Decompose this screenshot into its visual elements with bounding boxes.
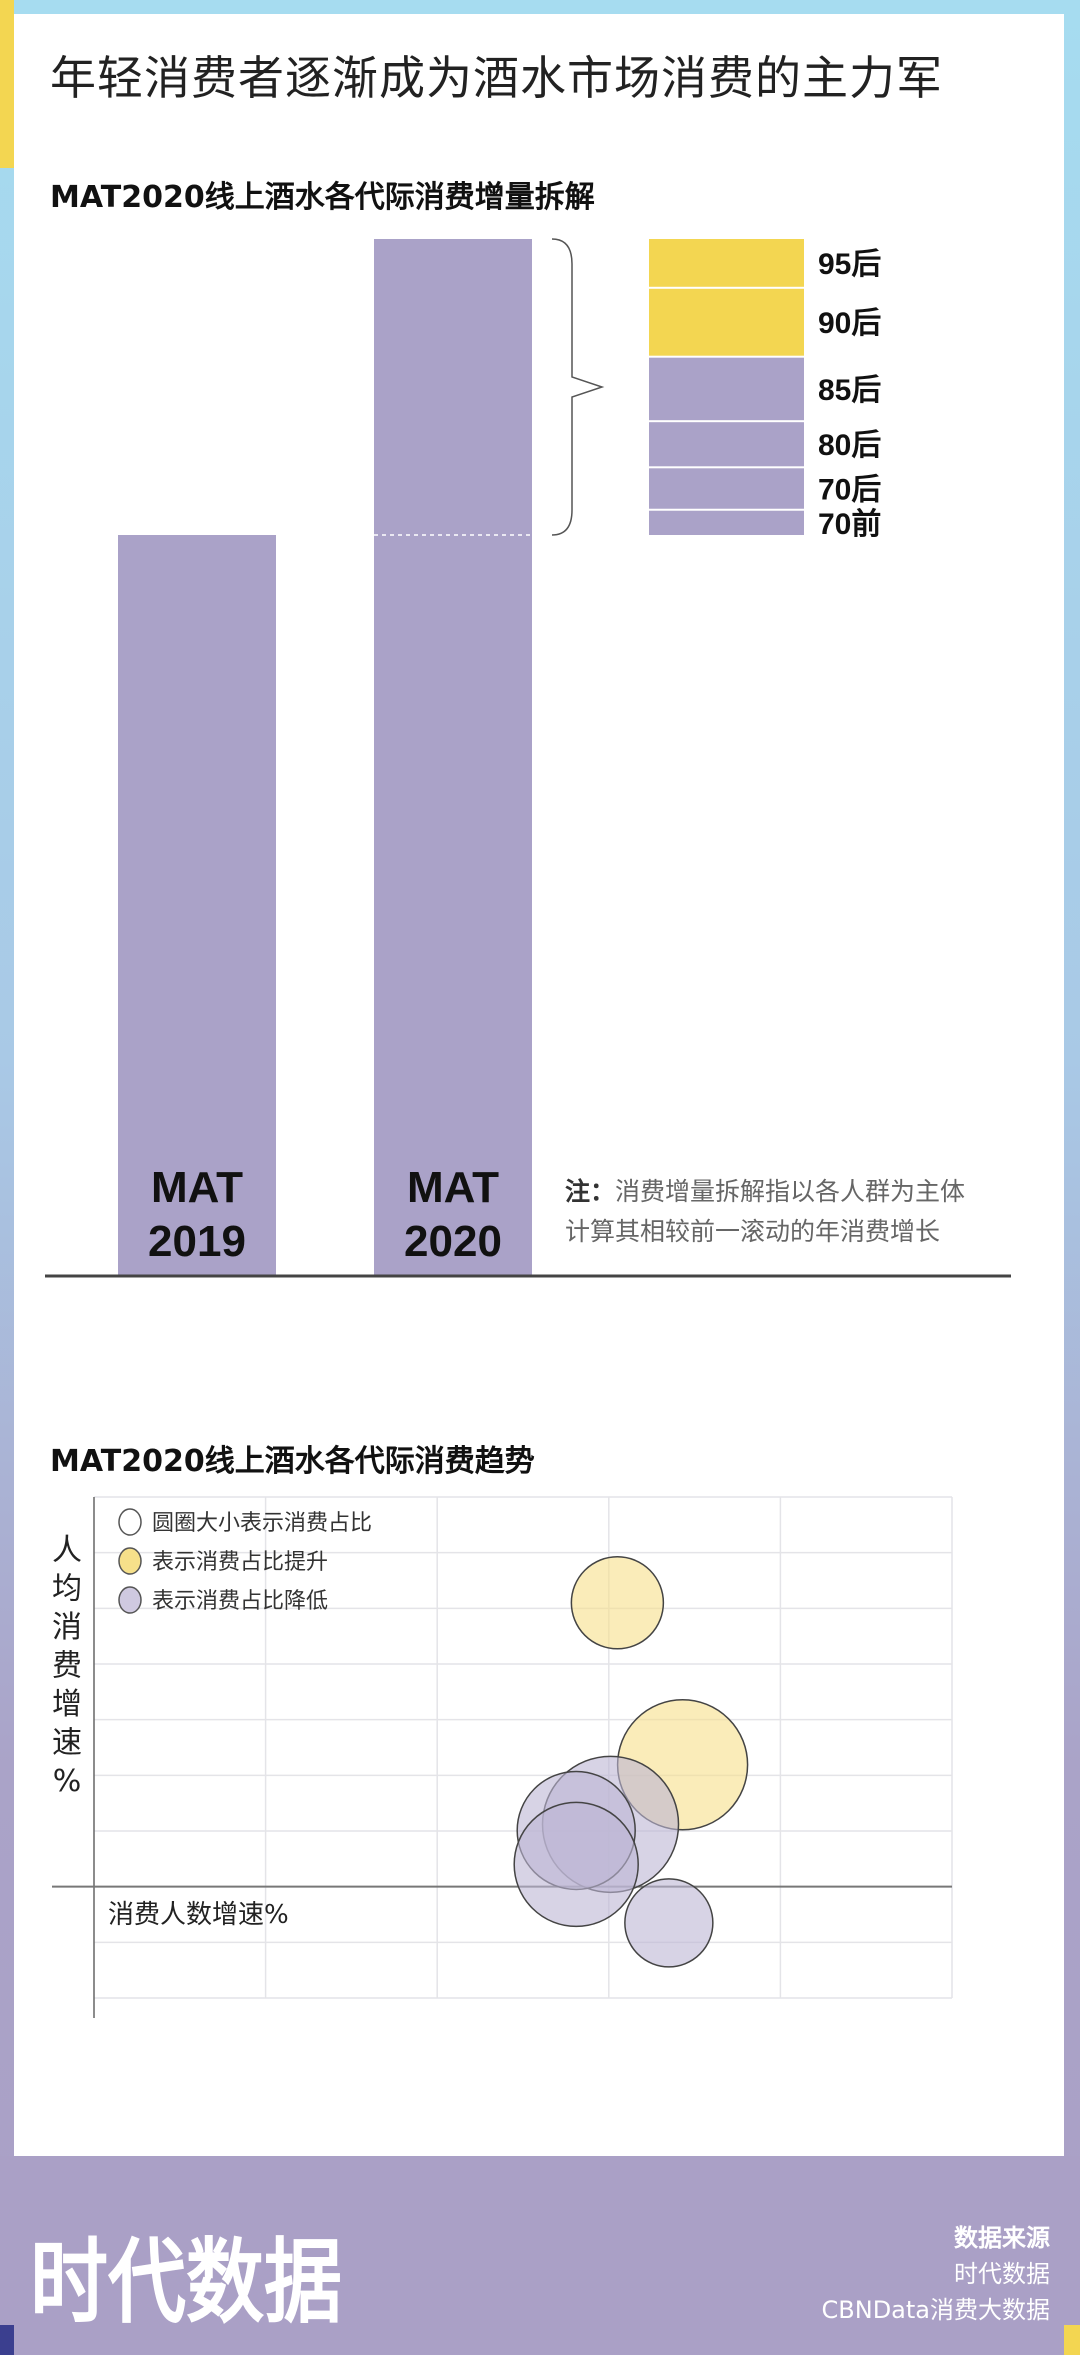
bubble-chart: 圆圈大小表示消费占比表示消费占比提升表示消费占比降低人均消费增速%人均消费增速%… bbox=[52, 1496, 953, 2018]
y-axis-label-char: % bbox=[53, 1764, 82, 1799]
source-item: 时代数据 bbox=[954, 2260, 1050, 2288]
legend-label: 表示消费占比提升 bbox=[152, 1550, 328, 1575]
breakdown-label: 95后 bbox=[818, 248, 881, 281]
bar-label: 2019 bbox=[148, 1217, 246, 1266]
breakdown-label: 80后 bbox=[818, 429, 881, 462]
breakdown-segment-80后 bbox=[649, 422, 804, 467]
y-axis-label-char: 增 bbox=[52, 1687, 82, 1722]
page-title: 年轻消费者逐渐成为酒水市场消费的主力军 bbox=[50, 51, 943, 105]
legend-marker-down bbox=[118, 1586, 142, 1614]
frame-accent-yellow bbox=[0, 0, 14, 168]
y-axis-label-char: 人 bbox=[52, 1533, 82, 1568]
bar-label: MAT bbox=[407, 1163, 499, 1212]
bar-2019 bbox=[118, 535, 276, 1275]
y-axis-label-char: 费 bbox=[52, 1649, 82, 1684]
corner-accent-yellow bbox=[1064, 2325, 1080, 2355]
breakdown-segment-90后 bbox=[649, 288, 804, 356]
breakdown-segment-70后 bbox=[649, 468, 804, 509]
bar-2020 bbox=[374, 239, 532, 1275]
y-axis-label-char: 速 bbox=[52, 1726, 82, 1761]
y-axis-label-char: 消 bbox=[52, 1610, 82, 1645]
breakdown-segment-95后 bbox=[649, 239, 804, 287]
source-item: CBNData消费大数据 bbox=[821, 2296, 1050, 2324]
note-line-2: 计算其相较前一滚动的年消费增长 bbox=[565, 1217, 941, 1246]
bar-chart-note: 注：消费增量拆解指以各人群为主体 计算其相较前一滚动的年消费增长 bbox=[565, 1172, 965, 1252]
note-line-1: 消费增量拆解指以各人群为主体 bbox=[615, 1177, 966, 1206]
x-axis-label: 消费人数增速% bbox=[108, 1900, 289, 1930]
breakdown-label: 90后 bbox=[818, 307, 881, 340]
data-source: 数据来源 时代数据 CBNData消费大数据 bbox=[822, 2220, 1050, 2328]
breakdown-segment-85后 bbox=[649, 357, 804, 421]
brace bbox=[551, 238, 605, 536]
footer bbox=[0, 2156, 1080, 2355]
bubble-share-up bbox=[570, 1556, 665, 1650]
source-heading: 数据来源 bbox=[954, 2224, 1050, 2252]
legend-marker-size bbox=[118, 1508, 142, 1536]
legend-label: 表示消费占比降低 bbox=[152, 1589, 328, 1614]
legend-marker-up bbox=[118, 1547, 142, 1575]
note-label: 注： bbox=[565, 1177, 616, 1206]
bar-label: 2020 bbox=[404, 1217, 502, 1266]
bubble-share-down bbox=[513, 1801, 639, 1928]
bubble-share-down bbox=[624, 1878, 714, 1968]
breakdown-label: 70前 bbox=[818, 508, 881, 541]
breakdown-label: 85后 bbox=[818, 374, 881, 407]
legend-label: 圆圈大小表示消费占比 bbox=[152, 1511, 372, 1536]
breakdown-segment-70前 bbox=[649, 510, 804, 535]
bar-chart-title: MAT2020线上酒水各代际消费增量拆解 bbox=[50, 180, 595, 215]
y-axis-label-char: 均 bbox=[52, 1572, 82, 1607]
bubble-chart-title: MAT2020线上酒水各代际消费趋势 bbox=[50, 1444, 535, 1479]
breakdown-label: 70后 bbox=[818, 474, 881, 507]
bar-label: MAT bbox=[151, 1163, 243, 1212]
corner-accent-blue bbox=[0, 2325, 14, 2355]
